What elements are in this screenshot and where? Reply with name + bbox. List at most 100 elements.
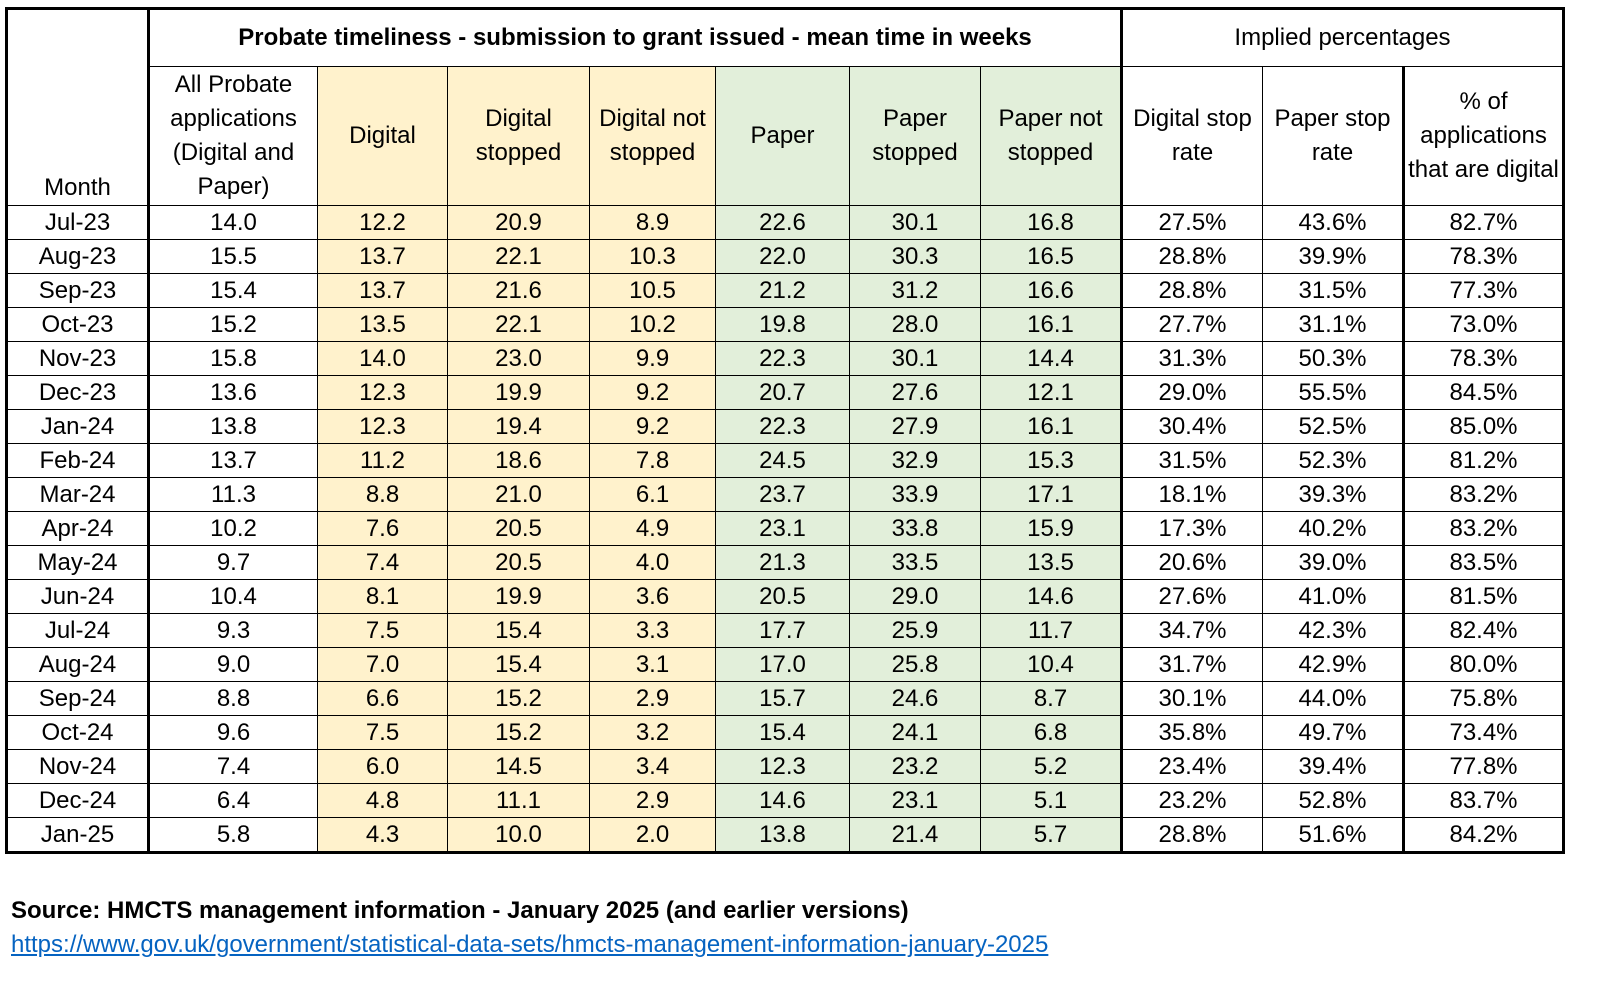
value-cell: 22.3: [715, 409, 850, 444]
value-cell: 35.8%: [1120, 715, 1263, 750]
row: Jul-24 9.3 7.5 15.4 3.3 17.7 25.9 11.7 34.7% 42.3…: [6, 613, 1564, 648]
value-cell: 41.0%: [1262, 579, 1404, 614]
value-cell: 23.0: [447, 341, 590, 376]
value-cell: 22.3: [715, 341, 850, 376]
value-cell: 27.9: [849, 409, 981, 444]
value-cell: 18.1%: [1120, 477, 1263, 512]
source-link[interactable]: https://www.gov.uk/government/statistica…: [11, 931, 1049, 958]
value-cell: 52.3%: [1262, 443, 1404, 478]
value-cell: 11.3: [147, 477, 318, 512]
value-cell: 20.9: [447, 205, 590, 240]
month-cell: Dec-23: [6, 375, 149, 410]
value-cell: 39.4%: [1262, 749, 1404, 784]
value-cell: 83.5%: [1402, 545, 1564, 580]
value-cell: 21.3: [715, 545, 850, 580]
value-cell: 12.3: [715, 749, 850, 784]
month-cell: Nov-23: [6, 341, 149, 376]
value-cell: 15.4: [715, 715, 850, 750]
value-cell: 8.7: [980, 681, 1122, 716]
value-cell: 5.8: [147, 817, 318, 853]
month-header: Month: [6, 8, 149, 206]
value-cell: 12.3: [317, 409, 448, 444]
value-cell: 3.1: [589, 647, 716, 682]
value-cell: 29.0: [849, 579, 981, 614]
value-cell: 6.1: [589, 477, 716, 512]
value-cell: 10.2: [589, 307, 716, 342]
value-cell: 20.5: [447, 511, 590, 546]
value-cell: 24.1: [849, 715, 981, 750]
group-header: Probate timeliness - submission to grant…: [147, 8, 1122, 67]
value-cell: 17.1: [980, 477, 1122, 512]
value-cell: 30.3: [849, 239, 981, 274]
value-cell: 22.1: [447, 239, 590, 274]
value-cell: 16.1: [980, 307, 1122, 342]
value-cell: 19.8: [715, 307, 850, 342]
value-cell: 80.0%: [1402, 647, 1564, 682]
value-cell: 22.0: [715, 239, 850, 274]
column-header: All Probate applications (Digital and Pa…: [147, 66, 318, 206]
value-cell: 4.0: [589, 545, 716, 580]
column-header: % of applications that are digital: [1402, 66, 1564, 206]
value-cell: 14.6: [715, 783, 850, 818]
value-cell: 23.4%: [1120, 749, 1263, 784]
month-cell: Nov-24: [6, 749, 149, 784]
value-cell: 7.0: [317, 647, 448, 682]
value-cell: 30.1%: [1120, 681, 1263, 716]
value-cell: 33.5: [849, 545, 981, 580]
value-cell: 13.7: [317, 273, 448, 308]
value-cell: 14.0: [147, 205, 318, 240]
value-cell: 5.2: [980, 749, 1122, 784]
value-cell: 16.8: [980, 205, 1122, 240]
value-cell: 82.7%: [1402, 205, 1564, 240]
value-cell: 2.9: [589, 681, 716, 716]
row: Sep-24 8.8 6.6 15.2 2.9 15.7 24.6 8.7 30.1% 44.0%…: [6, 681, 1564, 716]
value-cell: 21.0: [447, 477, 590, 512]
value-cell: 16.6: [980, 273, 1122, 308]
value-cell: 15.3: [980, 443, 1122, 478]
value-cell: 30.4%: [1120, 409, 1263, 444]
value-cell: 52.8%: [1262, 783, 1404, 818]
column-header: Digital not stopped: [589, 66, 716, 206]
value-cell: 15.2: [447, 681, 590, 716]
row: Jul-23 14.0 12.2 20.9 8.9 22.6 30.1 16.8 27.5% 43…: [6, 205, 1564, 240]
value-cell: 77.8%: [1402, 749, 1564, 784]
value-cell: 20.6%: [1120, 545, 1263, 580]
row: Mar-24 11.3 8.8 21.0 6.1 23.7 33.9 17.1 18.1% 39.…: [6, 477, 1564, 512]
value-cell: 17.3%: [1120, 511, 1263, 546]
value-cell: 21.4: [849, 817, 981, 853]
value-cell: 3.6: [589, 579, 716, 614]
value-cell: 25.9: [849, 613, 981, 648]
value-cell: 6.0: [317, 749, 448, 784]
value-cell: 27.5%: [1120, 205, 1263, 240]
value-cell: 20.5: [447, 545, 590, 580]
value-cell: 31.7%: [1120, 647, 1263, 682]
value-cell: 13.6: [147, 375, 318, 410]
source-text: Source: HMCTS management information - J…: [11, 897, 909, 924]
value-cell: 44.0%: [1262, 681, 1404, 716]
value-cell: 14.4: [980, 341, 1122, 376]
group-header: Implied percentages: [1120, 8, 1564, 67]
month-cell: Oct-23: [6, 307, 149, 342]
row: Sep-23 15.4 13.7 21.6 10.5 21.2 31.2 16.6 28.8% 3…: [6, 273, 1564, 308]
value-cell: 7.4: [317, 545, 448, 580]
value-cell: 3.3: [589, 613, 716, 648]
value-cell: 23.2: [849, 749, 981, 784]
value-cell: 34.7%: [1120, 613, 1263, 648]
value-cell: 40.2%: [1262, 511, 1404, 546]
value-cell: 10.0: [447, 817, 590, 853]
value-cell: 10.5: [589, 273, 716, 308]
column-header: Digital: [317, 66, 448, 206]
month-cell: Dec-24: [6, 783, 149, 818]
value-cell: 21.2: [715, 273, 850, 308]
value-cell: 15.4: [447, 647, 590, 682]
value-cell: 81.5%: [1402, 579, 1564, 614]
month-cell: Aug-23: [6, 239, 149, 274]
value-cell: 9.2: [589, 409, 716, 444]
month-cell: Sep-23: [6, 273, 149, 308]
month-cell: Oct-24: [6, 715, 149, 750]
value-cell: 31.5%: [1120, 443, 1263, 478]
value-cell: 55.5%: [1262, 375, 1404, 410]
value-cell: 13.8: [147, 409, 318, 444]
value-cell: 15.2: [147, 307, 318, 342]
value-cell: 83.2%: [1402, 477, 1564, 512]
